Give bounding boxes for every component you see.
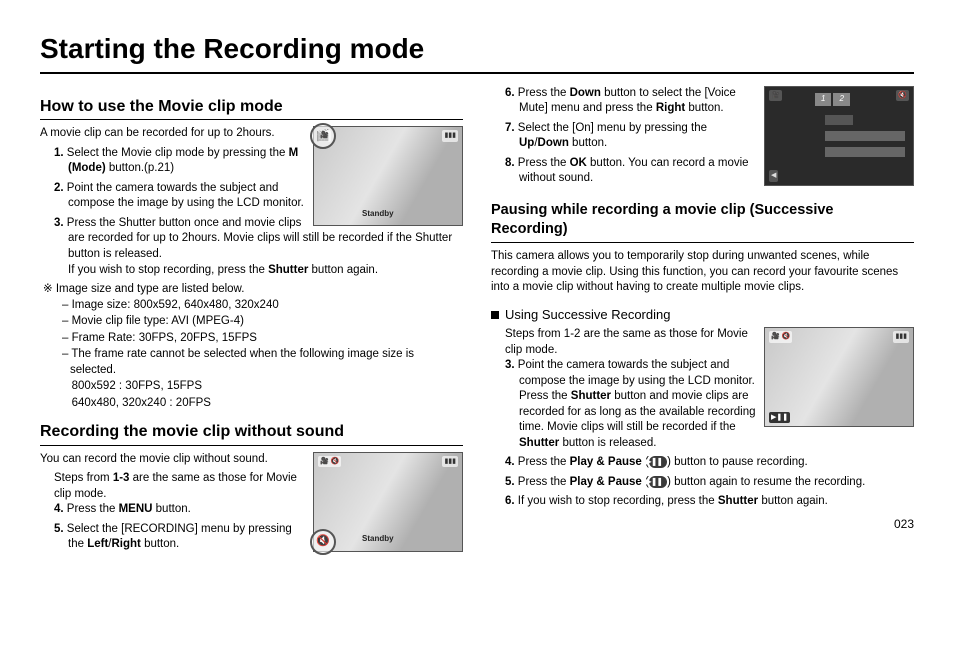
t3: button is released. [559, 437, 656, 449]
battery-icon: ▮▮▮ [893, 331, 909, 342]
page-number: 023 [491, 516, 914, 532]
note-star: ※ [43, 283, 53, 295]
sec2-title: Recording the movie clip without sound [40, 421, 463, 446]
menu-bars [825, 115, 905, 163]
step-num: 3. [54, 217, 64, 229]
b2: Right [111, 538, 140, 550]
back-icon: ◀ [769, 170, 778, 181]
step-text: Point the camera towards the subject and… [67, 182, 304, 210]
n: 4. [505, 456, 515, 468]
rec-icon: 🎥 🔇 [769, 331, 792, 342]
t: If you wish to stop recording, press the [518, 495, 718, 507]
sec3-intro: This camera allows you to temporarily st… [491, 249, 914, 296]
lcd-preview-3: 🎥 🔇 ▮▮▮ ▶❚❚ [764, 327, 914, 427]
t: Steps from [54, 472, 113, 484]
rec-icon: 🎥 [769, 90, 782, 101]
b: 1-3 [113, 472, 130, 484]
right-column: 🎥🔇 12 ◀ 6. Press the Down button to sele… [491, 86, 914, 557]
t3: ) button again to resume the recording. [667, 476, 865, 488]
t2: button. [141, 538, 179, 550]
sec3-title: Pausing while recording a movie clip (Su… [491, 201, 914, 243]
note-item: – Image size: 800x592, 640x480, 320x240 [62, 298, 463, 314]
t: Press the [518, 157, 570, 169]
t3: ) button to pause recording. [667, 456, 808, 468]
play-pause-pill-icon: ❚▶❚❚ [649, 476, 667, 488]
rec-icon: 🎥 🔇 [318, 456, 341, 467]
step-text: Select the Movie clip mode by pressing t… [67, 147, 289, 159]
b: Left [87, 538, 108, 550]
sec1-title: How to use the Movie clip mode [40, 96, 463, 121]
t3: button. [685, 102, 723, 114]
note-lead: Image size and type are listed below. [56, 283, 245, 295]
b: Shutter [571, 390, 611, 402]
note-item: – The frame rate cannot be selected when… [62, 347, 463, 378]
step-num: 4. [54, 503, 64, 515]
t2: button again. [758, 495, 828, 507]
t: Press the [518, 456, 570, 468]
note-item: – Frame Rate: 30FPS, 20FPS, 15FPS [62, 331, 463, 347]
b2: Down [538, 137, 569, 149]
lcd-preview-1: 🎬 🎥▮▮▮ Standby [313, 126, 463, 226]
step: 6. If you wish to stop recording, press … [505, 494, 914, 510]
step-num: 1. [54, 147, 64, 159]
t: Press the [67, 503, 119, 515]
step-text2: button again. [308, 264, 378, 276]
step-num: 2. [54, 182, 64, 194]
b2: Shutter [519, 437, 559, 449]
content-columns: How to use the Movie clip mode 🎬 🎥▮▮▮ St… [40, 86, 914, 557]
note-list: – Image size: 800x592, 640x480, 320x240 … [54, 298, 463, 412]
step: 5. Press the Play & Pause (❚▶❚❚) button … [505, 475, 914, 491]
b: Play & Pause [570, 456, 642, 468]
mute-mode-icon: 🔇 [310, 529, 336, 555]
sec1-note: ※ Image size and type are listed below. … [40, 282, 463, 411]
standby-label: Standby [362, 209, 394, 220]
n: 6. [505, 87, 515, 99]
step-bold: Shutter [268, 264, 308, 276]
t: Press the [518, 87, 570, 99]
battery-icon: ▮▮▮ [442, 456, 458, 467]
step-text2: button.(p.21) [106, 162, 174, 174]
lcd-preview-2: 🔇 🎥 🔇 ▮▮▮ Standby [313, 452, 463, 552]
n: 6. [505, 495, 515, 507]
square-bullet-icon [491, 311, 499, 319]
step: 4. Press the Play & Pause (❚▶❚❚) button … [505, 455, 914, 471]
left-column: How to use the Movie clip mode 🎬 🎥▮▮▮ St… [40, 86, 463, 557]
b: MENU [119, 503, 153, 515]
sec3-sub: Using Successive Recording [491, 306, 914, 324]
step-num: 5. [54, 523, 64, 535]
tab: 1 [815, 93, 831, 106]
b2: Right [656, 102, 685, 114]
tab: 2 [833, 93, 849, 106]
play-pause-pill-icon: ❚▶❚❚ [649, 456, 667, 468]
note-item: 640x480, 320x240 : 20FPS [62, 396, 463, 412]
page-title: Starting the Recording mode [40, 30, 914, 74]
n: 7. [505, 122, 515, 134]
b: Up [519, 137, 534, 149]
t2: button. [569, 137, 607, 149]
standby-label: Standby [362, 534, 394, 545]
t: Select the [On] menu by pressing the [518, 122, 707, 134]
spk-icon: 🔇 [896, 90, 909, 101]
sub-text: Using Successive Recording [505, 307, 670, 322]
battery-icon: ▮▮▮ [442, 130, 458, 141]
b: Play & Pause [570, 476, 642, 488]
t: Press the [518, 476, 570, 488]
menu-screen: 🎥 🔇 12 ◀ [764, 86, 914, 186]
n: 8. [505, 157, 515, 169]
menu-tabs: 12 [815, 93, 850, 106]
note-item: 800x592 : 30FPS, 15FPS [62, 379, 463, 395]
n: 5. [505, 476, 515, 488]
t2: button. [152, 503, 190, 515]
b: Down [570, 87, 601, 99]
play-pause-icon: ▶❚❚ [769, 412, 790, 423]
n: 3. [505, 359, 515, 371]
rec-icon: 🎥 [318, 130, 331, 141]
b: OK [570, 157, 587, 169]
b: Shutter [718, 495, 758, 507]
note-item: – Movie clip file type: AVI (MPEG-4) [62, 314, 463, 330]
